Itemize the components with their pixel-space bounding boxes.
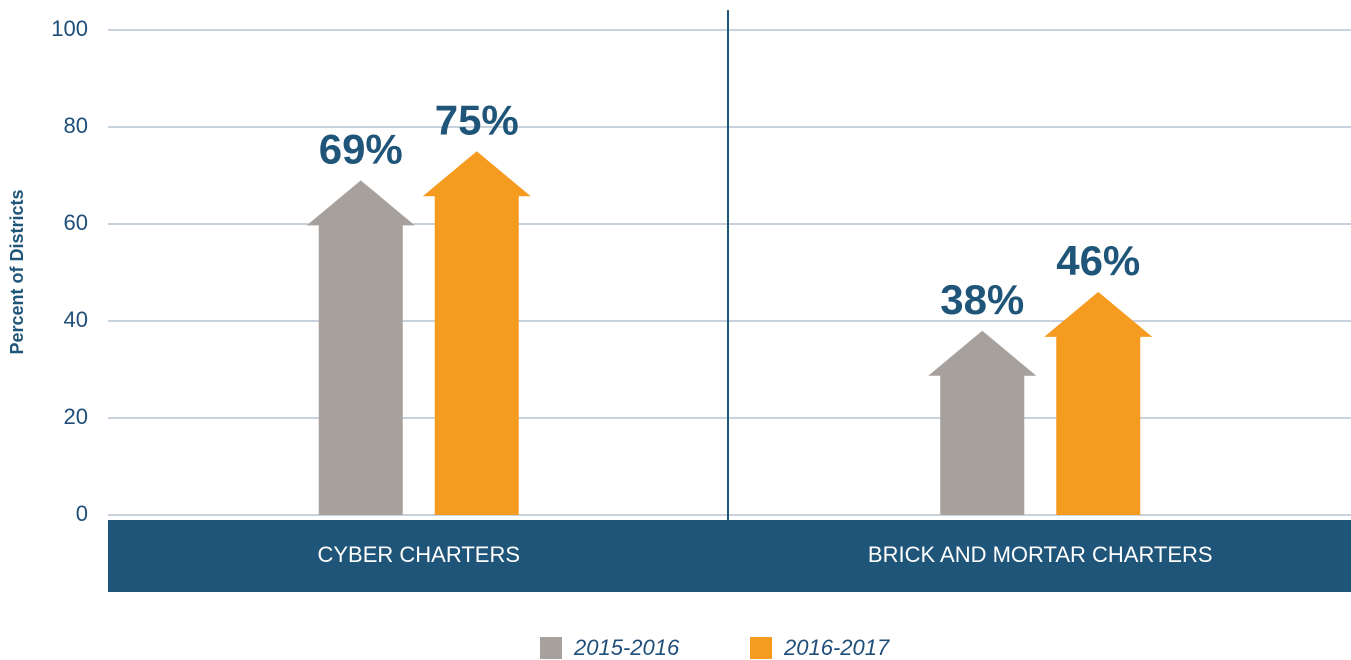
legend-swatch — [750, 637, 772, 659]
value-label: 46% — [1056, 237, 1140, 284]
legend-swatch — [540, 637, 562, 659]
legend-label: 2015-2016 — [573, 635, 680, 660]
y-tick-label: 100 — [51, 16, 88, 41]
arrow-bar — [1044, 291, 1153, 515]
x-tick-label: BRICK AND MORTAR CHARTERS — [868, 542, 1213, 567]
value-label: 75% — [435, 96, 519, 143]
value-label: 69% — [319, 125, 403, 172]
y-axis-label: Percent of Districts — [7, 189, 27, 354]
arrow-bar — [306, 180, 415, 515]
legend-label: 2016-2017 — [783, 635, 890, 660]
arrow-bar — [422, 151, 531, 515]
y-tick-label: 80 — [64, 113, 88, 138]
y-tick-label: 40 — [64, 307, 88, 332]
x-tick-label: CYBER CHARTERS — [317, 542, 520, 567]
y-tick-label: 20 — [64, 404, 88, 429]
y-tick-label: 60 — [64, 210, 88, 235]
arrow-bar — [928, 330, 1037, 515]
value-label: 38% — [940, 276, 1024, 323]
category-band — [108, 520, 1351, 592]
y-tick-label: 0 — [76, 501, 88, 526]
